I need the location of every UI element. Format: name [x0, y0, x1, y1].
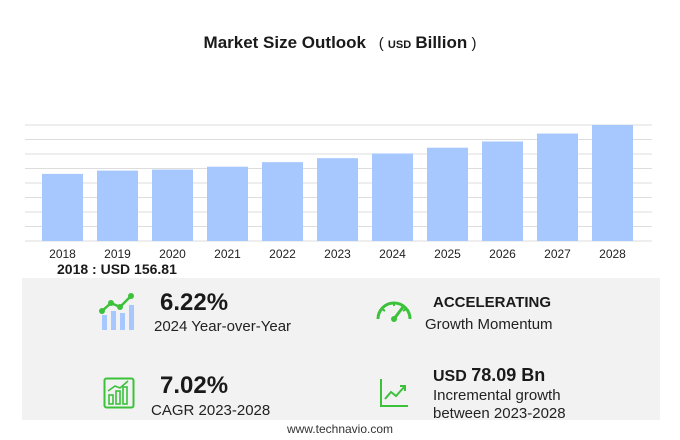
- cagr-value: 7.02%: [160, 372, 229, 399]
- momentum-label: Growth Momentum: [425, 316, 553, 333]
- incremental-label: Incremental growth between 2023-2028: [433, 387, 566, 422]
- unit-prefix: USD: [387, 39, 412, 51]
- yoy-value: 6.22%: [160, 289, 229, 316]
- speedometer-icon: [376, 301, 412, 322]
- x-tick-label: 2022: [269, 247, 296, 261]
- title-text: Market Size Outlook: [203, 33, 367, 52]
- x-tick-label: 2028: [599, 247, 626, 261]
- x-tick-label: 2019: [104, 247, 131, 261]
- x-tick-label: 2021: [214, 247, 241, 261]
- bar-2025: [427, 147, 468, 241]
- yoy-stat: 6.22%: [160, 291, 228, 315]
- bar-chart: 2018 2019 2020 2021 2022 2023 2024 2025 2026 2027…: [25, 124, 652, 261]
- stats-panel: [22, 278, 660, 420]
- yoy-label: 2024 Year-over-Year: [154, 318, 292, 335]
- growth-chart-icon: [103, 377, 135, 409]
- x-tick-label: 2024: [379, 247, 406, 261]
- bar-trend-icon: [99, 293, 134, 330]
- incremental-currency: USD: [433, 368, 467, 385]
- bar-2022: [262, 162, 303, 241]
- chart-title: Market Size Outlook ( USD Billion ): [0, 33, 680, 53]
- bar-2021: [207, 166, 248, 241]
- cagr-stat: 7.02%: [160, 374, 228, 398]
- bar-2028: [592, 125, 633, 241]
- bar-2023: [317, 158, 358, 241]
- x-tick-label: 2027: [544, 247, 571, 261]
- bar-2026: [482, 141, 523, 241]
- bar-2027: [537, 133, 578, 241]
- x-tick-label: 2025: [434, 247, 461, 261]
- x-tick-label: 2020: [159, 247, 186, 261]
- footer-site: www.technavio.com: [286, 422, 394, 436]
- x-tick-label: 2026: [489, 247, 516, 261]
- bar-2024: [372, 153, 413, 241]
- cagr-label: CAGR 2023-2028: [151, 402, 271, 419]
- bar-2018: [42, 173, 83, 241]
- line-growth-icon: [380, 379, 408, 407]
- x-tick-label: 2023: [324, 247, 351, 261]
- unit-main: Billion: [415, 33, 468, 52]
- bar-2020: [152, 169, 193, 241]
- title-unit: ( USD Billion ): [378, 33, 477, 52]
- base-year-label: 2018 : USD 156.81: [57, 261, 177, 277]
- momentum-value: ACCELERATING: [433, 294, 552, 311]
- incremental-value-row: USD 78.09 Bn: [433, 366, 545, 386]
- incremental-value: 78.09 Bn: [471, 365, 546, 385]
- bar-2019: [97, 170, 138, 241]
- x-tick-label: 2018: [49, 247, 76, 261]
